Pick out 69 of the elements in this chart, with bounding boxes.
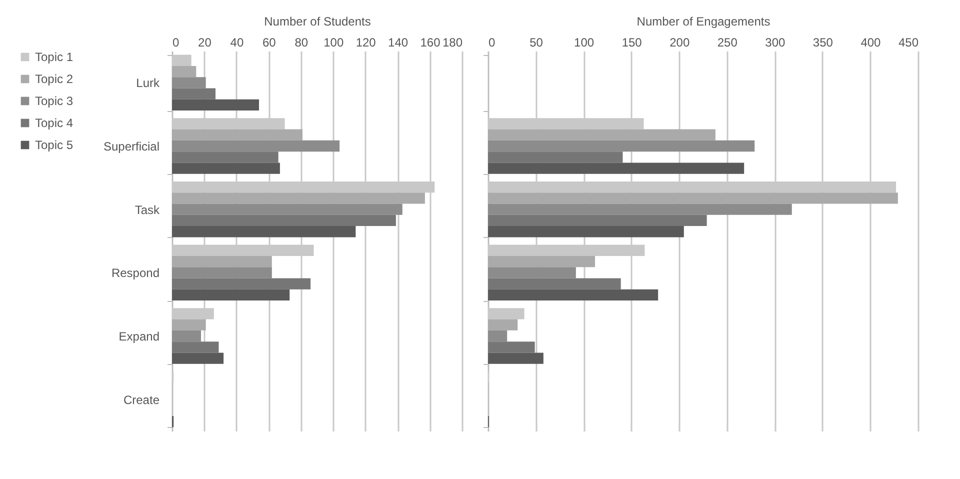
x-axis-title: Number of Students xyxy=(264,14,371,28)
x-tick-label: 200 xyxy=(670,36,690,50)
bar xyxy=(488,226,684,238)
bar xyxy=(488,129,716,140)
y-tick-label: Create xyxy=(123,392,160,407)
x-tick-label: 120 xyxy=(356,36,376,50)
legend-label: Topic 5 xyxy=(35,138,74,152)
x-tick-label: 160 xyxy=(420,36,441,50)
x-tick-label: 180 xyxy=(442,36,463,50)
x-tick-label: 0 xyxy=(488,36,496,50)
bar xyxy=(172,77,206,88)
x-tick-label: 140 xyxy=(388,36,408,50)
bar xyxy=(488,214,707,226)
legend-label: Topic 2 xyxy=(35,72,74,86)
bar xyxy=(172,88,216,100)
x-tick-label: 50 xyxy=(530,36,544,50)
bar xyxy=(488,192,898,204)
bar xyxy=(172,289,290,301)
bar xyxy=(172,99,259,111)
bar xyxy=(172,319,206,330)
bar xyxy=(172,342,219,353)
bar xyxy=(172,66,196,78)
x-tick-label: 60 xyxy=(262,36,276,50)
bar xyxy=(172,192,425,204)
bar xyxy=(172,152,278,163)
bar xyxy=(172,226,356,238)
bar xyxy=(488,342,535,353)
legend-label: Topic 1 xyxy=(35,50,74,64)
bar xyxy=(488,278,621,290)
bar xyxy=(172,204,402,215)
x-tick-label: 80 xyxy=(294,36,308,50)
y-tick-label: Lurk xyxy=(136,76,160,90)
bar xyxy=(172,140,340,152)
bar xyxy=(488,140,755,152)
bar xyxy=(488,267,576,278)
y-tick-label: Expand xyxy=(118,330,160,344)
bar xyxy=(488,330,508,342)
y-tick-label: Respond xyxy=(111,266,160,280)
bar xyxy=(488,204,792,215)
bar xyxy=(488,256,596,268)
bar xyxy=(488,319,518,330)
bar xyxy=(172,214,396,226)
x-tick-label: 450 xyxy=(898,36,919,50)
x-tick-label: 150 xyxy=(622,36,642,50)
x-tick-label: 100 xyxy=(574,36,594,50)
x-axis-title: Number of Engagements xyxy=(636,14,770,28)
bar xyxy=(172,267,272,278)
bar xyxy=(172,256,272,268)
x-tick-label: 40 xyxy=(230,36,244,50)
bar xyxy=(172,352,224,364)
x-tick-label: 350 xyxy=(812,36,834,50)
legend-label: Topic 3 xyxy=(35,94,74,108)
bar xyxy=(488,152,623,163)
bar xyxy=(488,352,544,364)
bar xyxy=(172,129,302,140)
x-tick-label: 100 xyxy=(324,36,344,50)
x-tick-label: 250 xyxy=(717,36,738,50)
x-tick-label: 20 xyxy=(198,36,212,50)
bar xyxy=(172,278,311,290)
legend-label: Topic 4 xyxy=(35,116,74,130)
x-tick-label: 0 xyxy=(172,36,180,50)
bar xyxy=(488,162,744,174)
bar xyxy=(172,330,201,342)
x-tick-label: 400 xyxy=(860,36,882,50)
x-tick-label: 300 xyxy=(765,36,786,50)
bar xyxy=(488,289,658,301)
y-tick-label: Superficial xyxy=(103,140,160,154)
bar xyxy=(172,162,280,174)
y-tick-label: Task xyxy=(134,202,160,217)
